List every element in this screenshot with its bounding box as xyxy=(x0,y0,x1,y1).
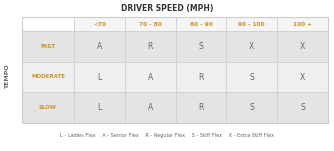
Text: X: X xyxy=(249,42,255,51)
Text: S: S xyxy=(249,72,254,82)
Bar xyxy=(176,31,226,62)
Bar xyxy=(74,17,125,31)
Bar xyxy=(277,62,328,92)
Bar xyxy=(226,17,277,31)
Bar xyxy=(176,92,226,123)
Text: MODERATE: MODERATE xyxy=(31,74,65,79)
Bar xyxy=(22,17,328,123)
Text: S: S xyxy=(300,103,305,112)
Text: L: L xyxy=(97,103,102,112)
Text: A: A xyxy=(148,72,153,82)
Bar xyxy=(74,31,125,62)
Text: L - Ladies Flex    A - Senior Flex    R - Regular Flex    S - Stiff Flex    X - : L - Ladies Flex A - Senior Flex R - Regu… xyxy=(60,133,274,138)
Text: FAST: FAST xyxy=(40,44,55,49)
Bar xyxy=(125,17,176,31)
Bar xyxy=(277,31,328,62)
Bar xyxy=(125,92,176,123)
Text: 90 - 100: 90 - 100 xyxy=(238,21,265,26)
Bar xyxy=(22,62,74,92)
Text: X: X xyxy=(300,72,305,82)
Text: R: R xyxy=(198,72,204,82)
Text: S: S xyxy=(249,103,254,112)
Text: L: L xyxy=(97,72,102,82)
Text: R: R xyxy=(198,103,204,112)
Bar xyxy=(277,17,328,31)
Bar xyxy=(176,62,226,92)
Text: S: S xyxy=(199,42,203,51)
Bar xyxy=(74,62,125,92)
Text: X: X xyxy=(300,42,305,51)
Bar xyxy=(125,31,176,62)
Text: 80 - 90: 80 - 90 xyxy=(190,21,212,26)
Text: DRIVER SPEED (MPH): DRIVER SPEED (MPH) xyxy=(121,5,213,13)
Text: 100 +: 100 + xyxy=(293,21,312,26)
Text: TEMPO: TEMPO xyxy=(5,65,10,89)
Bar xyxy=(176,17,226,31)
Bar xyxy=(22,17,74,31)
Bar xyxy=(226,31,277,62)
Bar xyxy=(74,92,125,123)
Bar xyxy=(277,92,328,123)
Bar xyxy=(226,62,277,92)
Text: R: R xyxy=(148,42,153,51)
Bar xyxy=(226,92,277,123)
Text: <70: <70 xyxy=(93,21,106,26)
Text: 70 - 80: 70 - 80 xyxy=(139,21,162,26)
Text: A: A xyxy=(148,103,153,112)
Bar xyxy=(22,31,74,62)
Text: SLOW: SLOW xyxy=(39,105,57,110)
Bar xyxy=(22,92,74,123)
Bar xyxy=(125,62,176,92)
Text: A: A xyxy=(97,42,102,51)
